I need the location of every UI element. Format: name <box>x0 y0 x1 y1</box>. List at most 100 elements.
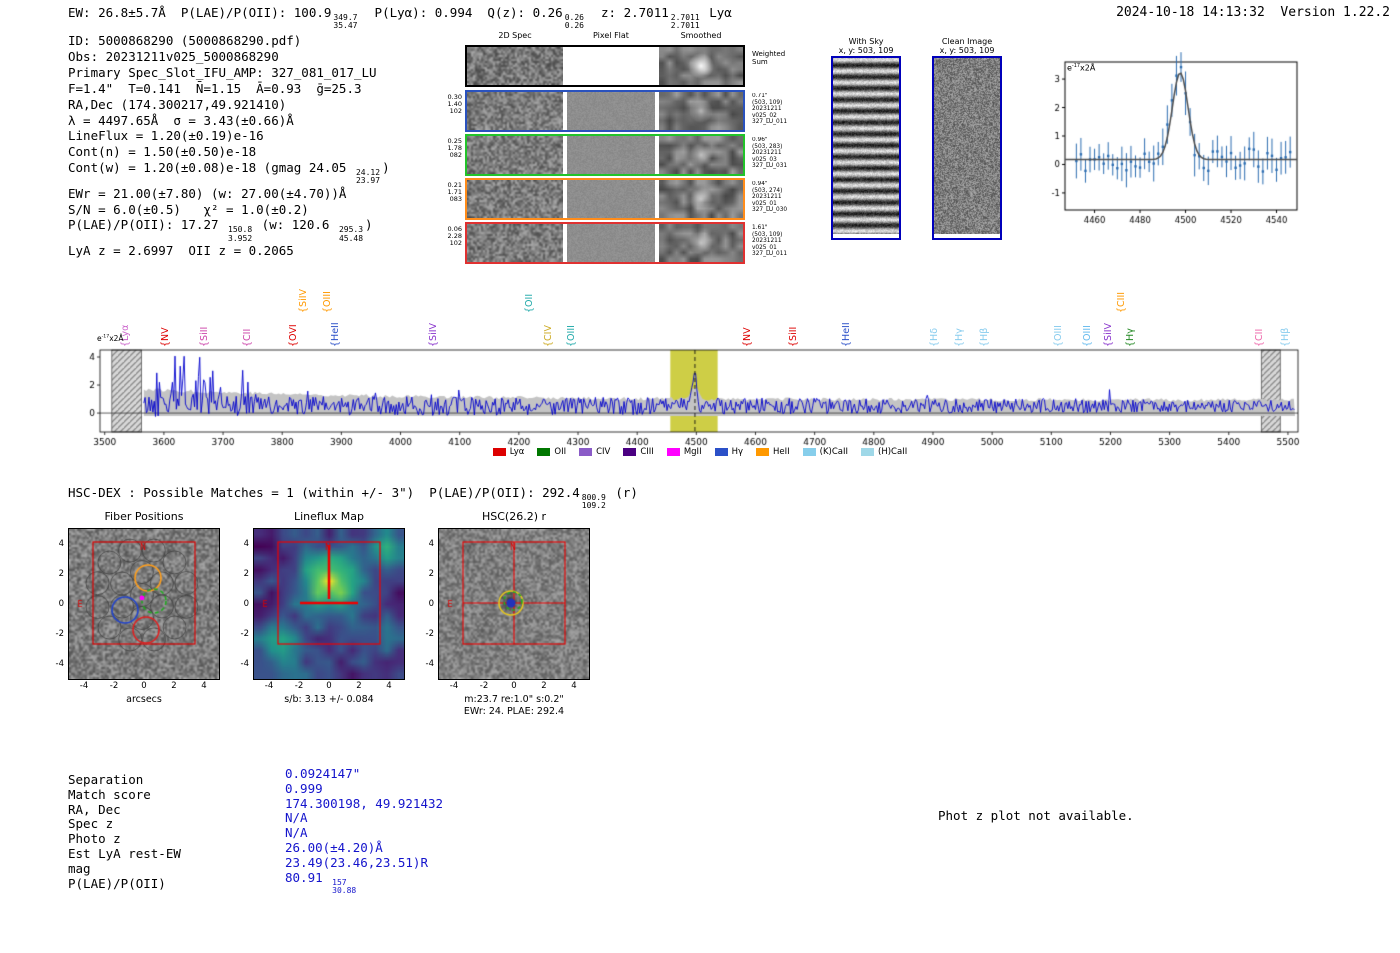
info-line-2-text: Obs: 20231211v025_5000868290 <box>68 48 279 64</box>
weighted-sum-row-pixelflat-canvas <box>567 47 655 85</box>
match-row-value-3-text: N/A <box>285 810 308 826</box>
lineflux-map-title: Lineflux Map <box>293 510 365 523</box>
unit-exponent: -17 <box>101 334 110 340</box>
info-line-7-text: LineFlux = 1.20(±0.19)e-16 <box>68 128 264 144</box>
info-line-8: Cont(n) = 1.50(±0.50)e-18 <box>68 144 390 160</box>
fiber-row-annotation-line: 0.71" <box>752 93 768 99</box>
unit-suffix: x2Å <box>109 334 124 343</box>
info-line-12-fraction: 150.8 3.952 <box>228 226 252 243</box>
fiber-row-annotation-line: 0.96" <box>752 137 768 143</box>
info-line-12: P(LAE)/P(OII): 17.27 150.8 3.952 (w: 120.… <box>68 217 390 242</box>
fiber-row-annotation-line: 20231211 <box>752 150 782 156</box>
info-line-9-text: ) <box>382 160 390 176</box>
match-row-label-3: Spec z <box>68 816 114 832</box>
weighted-sum-row <box>465 45 745 87</box>
fiber-row-weight-value: 0.30 <box>447 93 462 101</box>
fiber-row-annotation-line: 1.61" <box>752 225 768 231</box>
hsc-cutout-image <box>438 528 590 680</box>
with-sky-coordinates: x, y: 503, 109 <box>838 46 894 55</box>
clean-image <box>934 58 1000 234</box>
fiber-cutout-row-4 <box>465 222 745 264</box>
weighted-sum-label-line2: Sum <box>752 58 768 66</box>
info-line-10-text: EWr = 21.00(±7.80) (w: 27.00(±4.70))Å <box>68 185 347 201</box>
info-line-3-text: Primary Spec_Slot_IFU_AMP: 327_081_017_L… <box>68 64 377 80</box>
fiber-row-weight-value: 102 <box>449 107 462 116</box>
legend-swatch <box>802 448 816 456</box>
legend-swatch <box>861 448 875 456</box>
legend-item-OII: OII <box>537 447 566 457</box>
hsc-match-header-fraction-lower: 109.2 <box>581 501 606 511</box>
fiber-cutout-row-4-smoothed-canvas <box>659 224 743 262</box>
panel-2-xtick-4: 4 <box>571 681 577 691</box>
fiber-row-annotation-line: 327_LU_011 <box>752 251 788 257</box>
info-line-9-fraction: 24.12 23.97 <box>356 169 380 186</box>
fiber-row-annotation-line: (503, 109) <box>752 99 783 106</box>
match-row-value-6: 23.49(23.46,23.51)R <box>285 855 428 870</box>
fiber-cutout-row-1 <box>465 90 745 132</box>
fiber-row-weight-value: 1.71 <box>447 188 462 197</box>
info-line-3: Primary Spec_Slot_IFU_AMP: 327_081_017_L… <box>68 65 390 81</box>
legend-label: CIV <box>596 447 611 457</box>
legend-item-Lyα: Lyα <box>492 447 524 457</box>
fiber-row-1-weights: 0.30 1.40 102 <box>438 93 462 116</box>
fiber-row-annotation-line: (503, 109) <box>752 231 783 238</box>
line-label-OII: {OII <box>524 293 536 313</box>
fiber-row-3-annotation: 0.94" (503, 274) 20231211 v025_01 327_LU_030 <box>752 181 798 214</box>
match-row-value-7-text: 80.91 <box>285 869 331 885</box>
legend-swatch <box>537 448 551 456</box>
fiber-row-weight-value: 082 <box>449 151 462 160</box>
match-row-label-1: Match score <box>68 786 151 802</box>
fiber-row-weight-value: 1.40 <box>447 100 462 109</box>
clean-image-panel <box>932 56 1002 240</box>
fiber-row-weight-value: 0.21 <box>447 181 462 189</box>
panel-2-ytick-0: 0 <box>428 599 434 609</box>
fiber-cutout-row-3-pixelflat-canvas <box>567 180 655 218</box>
unit-exponent: -17 <box>1071 63 1081 69</box>
panel-1-xtick-0: 0 <box>326 681 332 691</box>
legend-swatch <box>623 448 637 456</box>
line-label-SiIV: {SiIV <box>298 288 310 313</box>
fiber-cutout-row-3 <box>465 178 745 220</box>
fiber-row-annotation-line: 20231211 <box>752 106 782 112</box>
info-line-11-text: S/N = 6.0(±0.5) χ² = 1.0(±0.2) <box>68 201 309 217</box>
fiber-cutout-row-2-2dspec-canvas <box>467 136 563 174</box>
info-line-12-text: (w: 120.6 <box>254 217 337 233</box>
lineflux-map-image <box>253 528 405 680</box>
header-summary-text: EW: 26.8±5.7Å P(LAE)/P(OII): 100.9 <box>68 5 332 20</box>
info-line-11: S/N = 6.0(±0.5) χ² = 1.0(±0.2) <box>68 202 390 218</box>
line-label-CIII: {CIII <box>1115 291 1127 313</box>
panel-1-ytick-4: 4 <box>243 539 249 549</box>
with-sky-image <box>833 58 899 234</box>
panel-0-ytick-4: 4 <box>58 539 64 549</box>
hsc-match-header-text: HSC-DEX : Possible Matches = 1 (within +… <box>68 485 580 500</box>
info-line-9: Cont(w) = 1.20(±0.08)e-18 (gmag 24.05 24… <box>68 160 390 185</box>
fiber-cutout-row-1-smoothed-canvas <box>659 92 743 130</box>
header-summary-fraction-upper: 2.7011 <box>670 13 700 22</box>
spectrum-legend: Lyα OII CIV CIII MgII Hγ HeII (K)CaII (H)CaII <box>360 447 1040 457</box>
line-label-OIII: {OIII <box>321 291 333 313</box>
legend-item-HeII: HeII <box>756 447 790 457</box>
match-row-value-0-text: 0.0924147" <box>285 766 361 781</box>
info-line-12-fraction-upper: 295.3 <box>338 225 364 235</box>
panel-1-xtick-2: 2 <box>356 681 362 691</box>
match-row-value-7-fraction-lower: 30.88 <box>332 885 357 895</box>
panel-0-xtick-0: 0 <box>141 681 147 691</box>
with-sky-title: With Sky <box>848 37 884 46</box>
info-line-12-text: ) <box>365 217 373 233</box>
info-line-8-text: Cont(n) = 1.50(±0.50)e-18 <box>68 144 257 160</box>
match-row-value-1-text: 0.999 <box>285 780 323 796</box>
panel-1-xtick-4: 4 <box>386 681 392 691</box>
fiber-row-1-annotation: 0.71" (503, 109) 20231211 v025_02 327_LU_011 <box>752 93 798 126</box>
fiber-row-weight-value: 1.78 <box>447 144 462 153</box>
legend-swatch <box>666 448 680 456</box>
full-spectrum-plot <box>88 344 1310 464</box>
panel-0-ytick-2: 2 <box>58 569 64 579</box>
info-line-12-fraction: 295.3 45.48 <box>338 225 364 243</box>
lineflux-caption: s/b: 3.13 +/- 0.084 <box>284 694 374 705</box>
fiber-row-annotation-line: 20231211 <box>752 194 782 200</box>
info-line-5: RA,Dec (174.300217,49.921410) <box>68 97 390 113</box>
fiber-row-2-annotation: 0.96" (503, 283) 20231211 v025_03 327_LU_031 <box>752 137 798 170</box>
legend-label: (H)CaII <box>878 447 908 457</box>
fiber-row-annotation-line: v025_02 <box>752 112 777 119</box>
info-line-7: LineFlux = 1.20(±0.19)e-16 <box>68 128 390 144</box>
